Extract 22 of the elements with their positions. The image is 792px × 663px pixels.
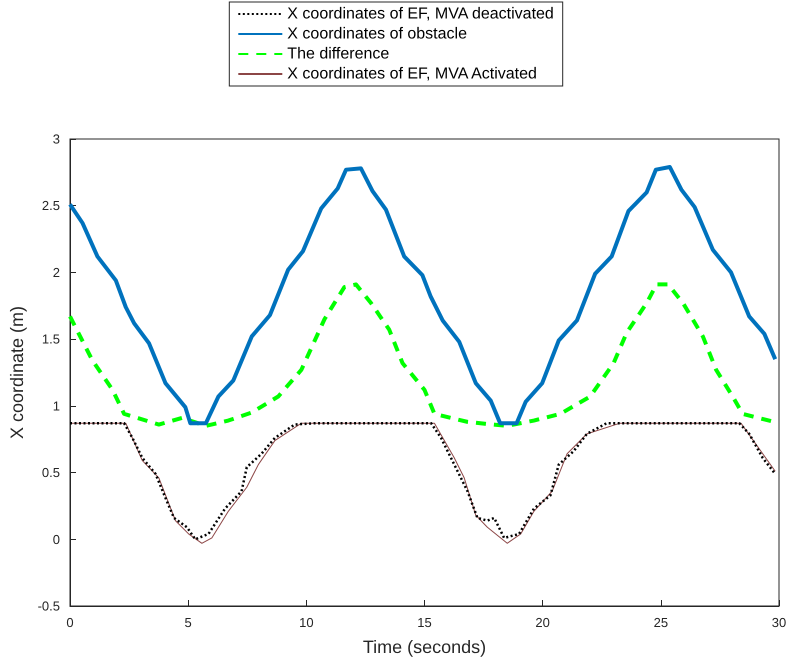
y-tick-label: 2 [52, 264, 60, 280]
x-tick-label: 25 [654, 615, 668, 630]
x-tick-label: 15 [417, 615, 432, 630]
x-axis-title: Time (seconds) [362, 637, 486, 657]
line-series [68, 165, 778, 426]
legend-label: X coordinates of obstacle [287, 26, 468, 42]
legend-label: X coordinates of EF, MVA Activated [287, 66, 537, 82]
y-tick-label: 0 [52, 532, 60, 547]
y-tick-label: 1.5 [42, 332, 60, 347]
y-tick-label: 3 [52, 132, 60, 146]
y-tick-label: -0.5 [38, 598, 60, 614]
legend-label: X coordinates of EF, MVA deactivated [287, 6, 554, 22]
y-tick-label: 1 [52, 398, 60, 414]
x-tick-label: 0 [66, 615, 74, 630]
x-tick-label: 10 [299, 615, 314, 630]
x-tick-label: 30 [772, 615, 786, 630]
x-tick-label: 20 [535, 615, 550, 630]
y-tick-label: 2.5 [42, 198, 60, 214]
y-tick-label: 0.5 [42, 465, 60, 480]
y-axis-title: X coordinate (m) [7, 306, 27, 440]
legend-label: The difference [287, 46, 390, 62]
x-tick-label: 5 [184, 615, 192, 630]
